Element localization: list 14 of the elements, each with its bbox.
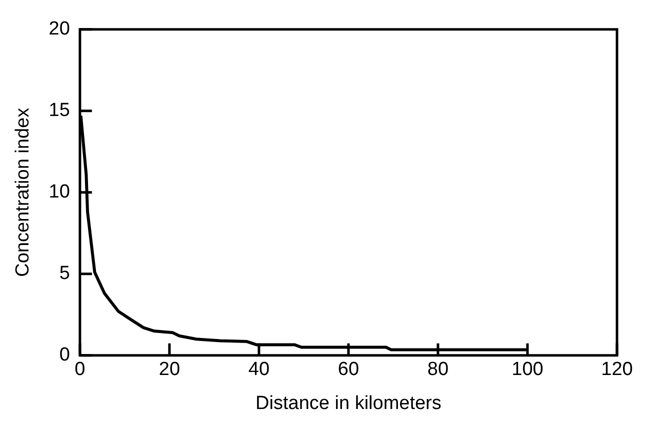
y-tick-label: 0 [59,344,70,366]
y-tick-label: 10 [48,182,70,203]
x-tick-label: 120 [601,359,633,380]
y-tick-label: 15 [48,100,70,122]
x-tick-label: 40 [248,359,270,380]
x-tick-label: 80 [427,359,449,380]
y-axis-title: Concentration index [12,107,34,277]
y-tick-label: 5 [59,263,70,284]
x-axis-title: Distance in kilometers [256,392,442,414]
x-tick-label: 100 [512,359,544,380]
y-tick-label: 20 [48,18,70,40]
x-tick-label: 60 [338,359,360,380]
x-tick-label: 0 [74,359,86,380]
x-tick-label: 20 [158,359,180,380]
